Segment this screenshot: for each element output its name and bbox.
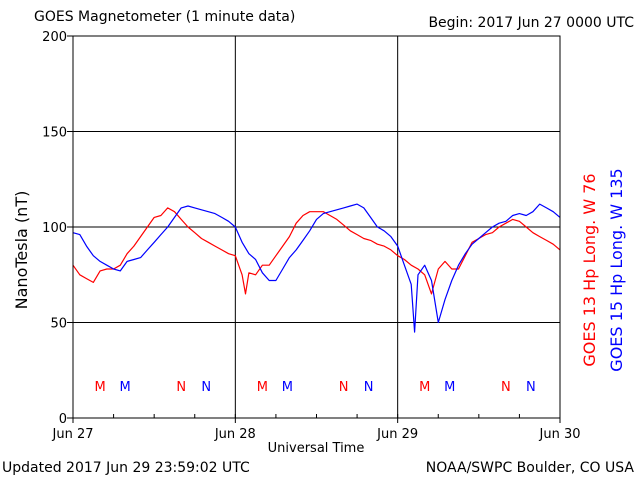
y-tick-label: 50 (50, 317, 67, 332)
x-tick-label: Jun 30 (539, 427, 581, 442)
x-axis-label: Universal Time (267, 441, 365, 456)
local-time-marker: M (257, 380, 268, 395)
y-tick-label: 100 (42, 221, 67, 236)
x-tick-label: Jun 28 (214, 427, 256, 442)
local-time-marker: M (119, 380, 130, 395)
legend-goes15: GOES 15 Hp Long. W 135 (607, 168, 626, 372)
x-tick-label: Jun 29 (376, 427, 418, 442)
local-time-marker: N (176, 380, 186, 395)
begin-time-label: Begin: 2017 Jun 27 0000 UTC (428, 15, 634, 31)
local-time-marker: N (526, 380, 536, 395)
legend-goes13: GOES 13 Hp Long. W 76 (580, 173, 599, 367)
local-time-marker: N (501, 380, 511, 395)
plot-frame (72, 35, 561, 419)
chart-title: GOES Magnetometer (1 minute data) (34, 9, 296, 25)
local-time-marker: N (364, 380, 374, 395)
local-time-marker: N (339, 380, 349, 395)
y-tick-label: 200 (42, 30, 67, 45)
y-axis-label: NanoTesla (nT) (12, 190, 31, 310)
y-tick-label: 0 (59, 412, 67, 427)
local-time-marker: N (201, 380, 211, 395)
local-time-marker: M (282, 380, 293, 395)
local-time-marker: M (94, 380, 105, 395)
y-tick-label: 150 (42, 126, 67, 141)
updated-timestamp: Updated 2017 Jun 29 23:59:02 UTC (2, 460, 250, 476)
local-time-marker: M (419, 380, 430, 395)
x-tick-label: Jun 27 (52, 427, 94, 442)
credit-label: NOAA/SWPC Boulder, CO USA (425, 460, 634, 476)
local-time-marker: M (444, 380, 455, 395)
series-line-1 (72, 203, 561, 333)
